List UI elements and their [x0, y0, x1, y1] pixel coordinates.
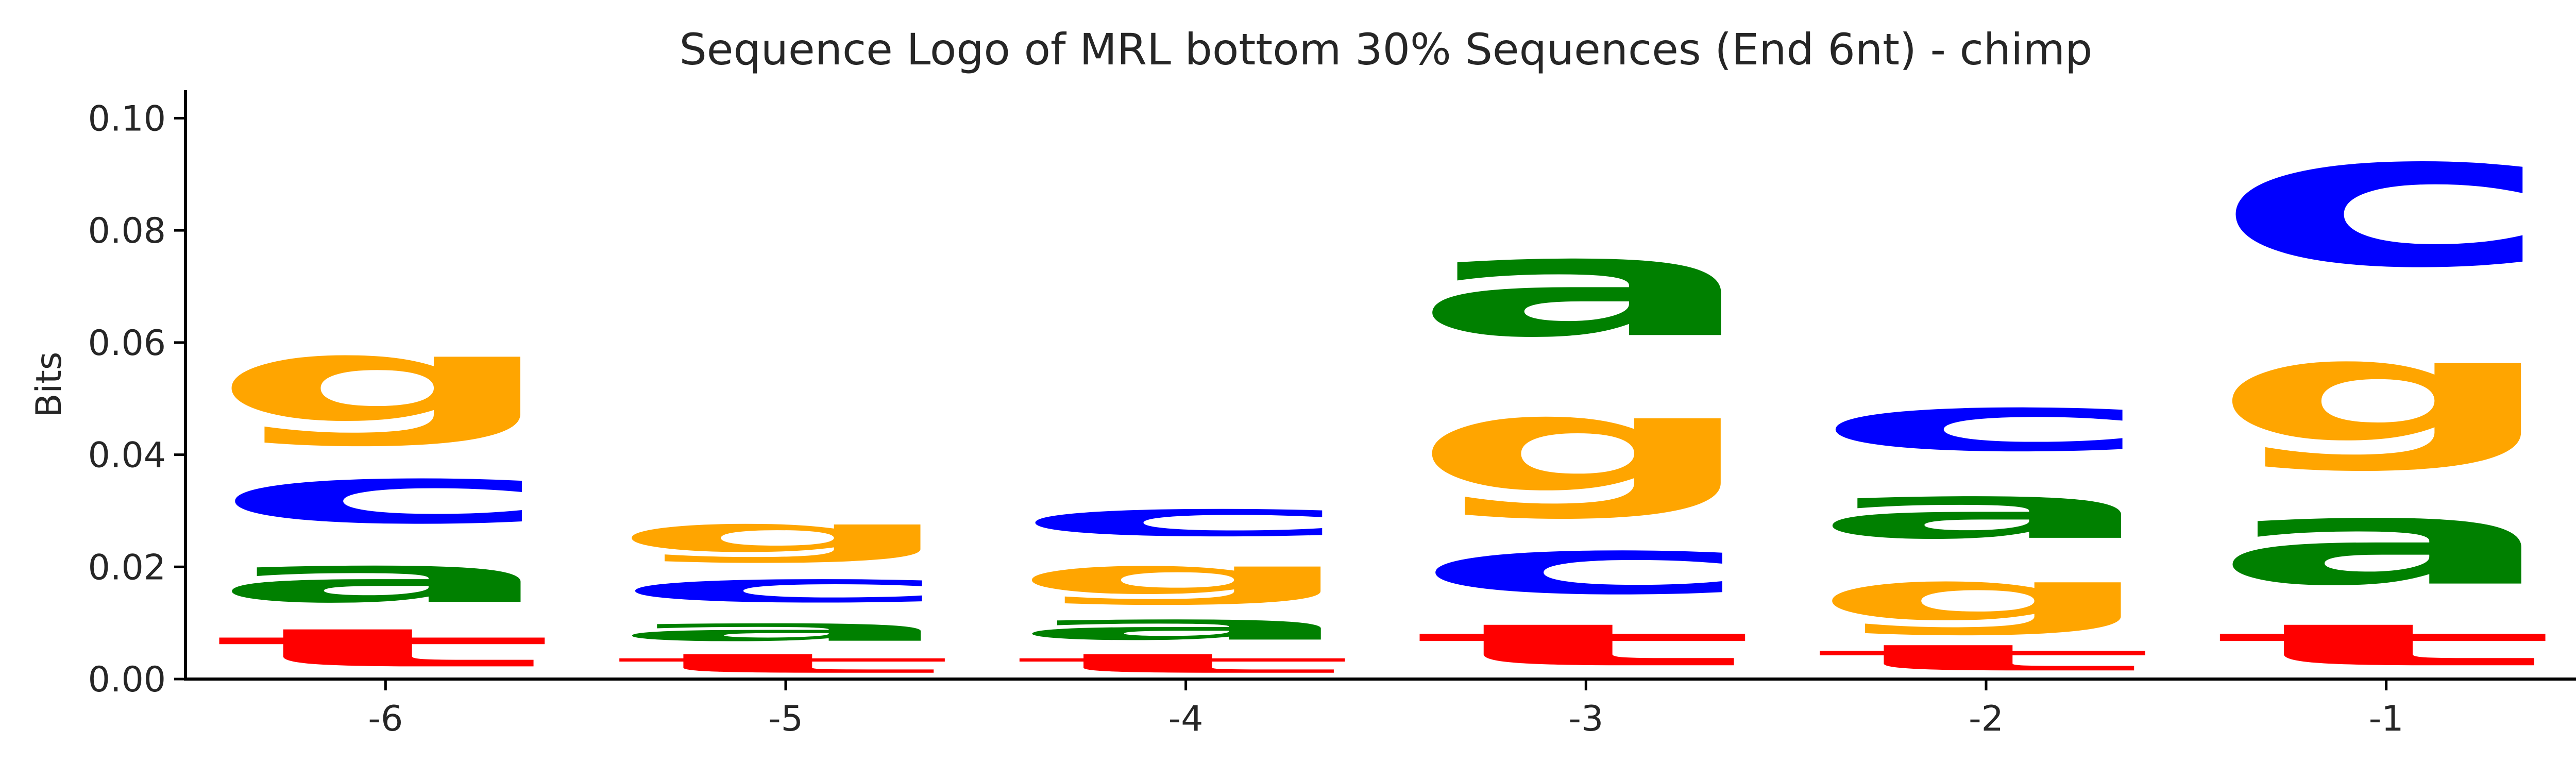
logo-letter-c: c — [210, 449, 562, 541]
logo-letter-g: g — [609, 505, 961, 564]
x-tick-label: -3 — [1568, 699, 1603, 739]
logo-letter-c: c — [609, 564, 961, 612]
logo-letter-a: a — [210, 542, 562, 617]
logo-letter-t: t — [1410, 612, 1762, 679]
logo-letter-t: t — [1810, 637, 2162, 679]
logo-letter-c: c — [1810, 379, 2162, 468]
logo-letter-g: g — [210, 312, 562, 448]
logo-letter-g: g — [1410, 368, 1762, 521]
x-tick-label: -4 — [1168, 699, 1204, 739]
logo-letter-t: t — [609, 648, 961, 679]
chart-title: Sequence Logo of MRL bottom 30% Sequence… — [679, 24, 2092, 75]
logo-letter-t: t — [1010, 648, 1362, 679]
x-tick-label: -1 — [2369, 699, 2404, 739]
logo-letter-g: g — [2210, 309, 2562, 474]
y-tick-label: 0.10 — [88, 98, 166, 139]
logo-letter-a: a — [1410, 208, 1762, 367]
y-tick-label: 0.02 — [88, 547, 166, 588]
y-tick-label: 0.04 — [88, 435, 166, 476]
logo-letter-a: a — [1010, 606, 1362, 648]
logo-letter-t: t — [2210, 612, 2562, 679]
logo-letter-c: c — [2210, 94, 2562, 309]
logo-letter-c: c — [1410, 522, 1762, 611]
logo-letter-a: a — [609, 612, 961, 648]
logo-letter-a: a — [1810, 469, 2162, 555]
logo-letter-c: c — [1010, 492, 1362, 547]
logo-letter-g: g — [1010, 547, 1362, 606]
y-tick-label: 0.08 — [88, 211, 166, 251]
logo-letter-g: g — [1810, 556, 2162, 637]
logo-letter-a: a — [2210, 475, 2562, 612]
y-axis-label: Bits — [29, 352, 70, 418]
x-tick-label: -6 — [368, 699, 403, 739]
x-tick-label: -2 — [1969, 699, 2004, 739]
x-tick-label: -5 — [768, 699, 803, 739]
logo-letter-t: t — [210, 617, 562, 679]
y-tick-label: 0.00 — [88, 659, 166, 700]
y-tick-label: 0.06 — [88, 323, 166, 364]
